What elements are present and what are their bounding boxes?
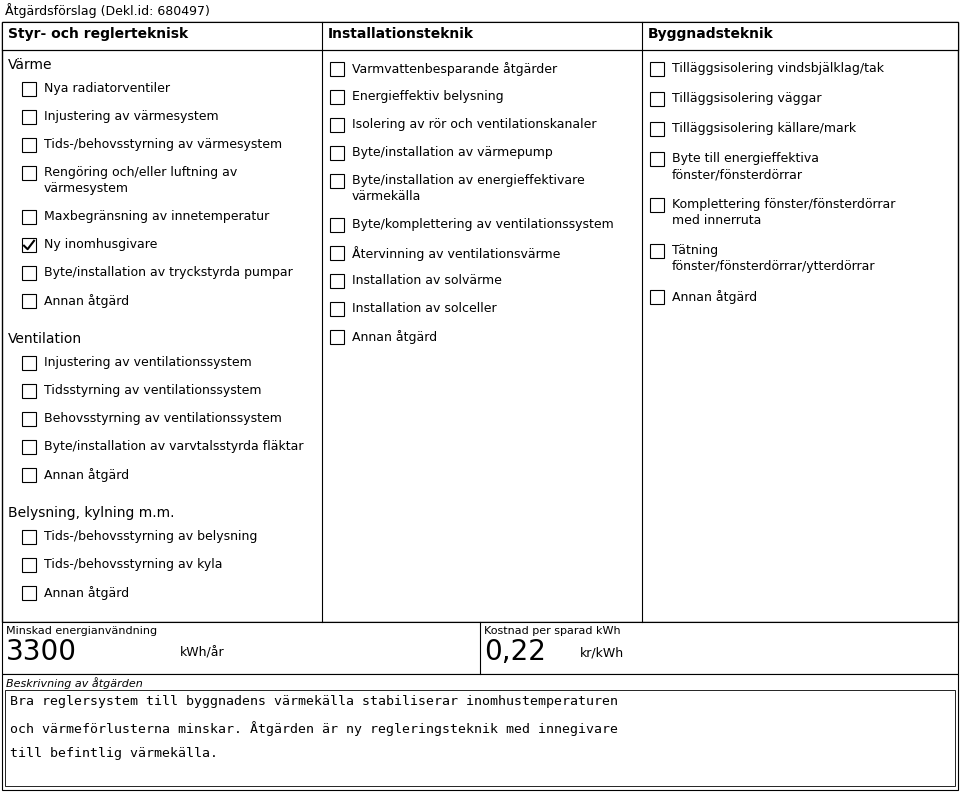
Bar [2,622,958,674]
Text: Byte/komplettering av ventilationssystem: Byte/komplettering av ventilationssystem [352,218,613,231]
Text: Varmvattenbesparande åtgärder: Varmvattenbesparande åtgärder [352,62,557,76]
Bar [22,558,36,572]
Text: Beskrivning av åtgärden: Beskrivning av åtgärden [6,677,143,689]
Text: Tilläggsisolering väggar: Tilläggsisolering väggar [672,92,822,105]
Text: Annan åtgärd: Annan åtgärd [672,290,757,304]
Text: Isolering av rör och ventilationskanaler: Isolering av rör och ventilationskanaler [352,118,596,131]
Text: Tids-/behovsstyrning av värmesystem: Tids-/behovsstyrning av värmesystem [44,138,282,151]
Text: Tätning: Tätning [672,244,718,257]
Text: 0,22: 0,22 [484,638,546,666]
Bar [2,674,958,790]
Bar [22,110,36,124]
Bar [650,290,664,304]
Bar [22,266,36,280]
Text: Byte/installation av tryckstyrda pumpar: Byte/installation av tryckstyrda pumpar [44,266,293,279]
Text: Byte/installation av energieffektivare: Byte/installation av energieffektivare [352,174,585,187]
Text: värmesystem: värmesystem [44,182,129,195]
Bar [330,330,344,344]
Text: Tids-/behovsstyrning av kyla: Tids-/behovsstyrning av kyla [44,558,223,571]
Text: Återvinning av ventilationsvärme: Återvinning av ventilationsvärme [352,246,561,261]
Bar [2,22,958,622]
Text: fönster/fönsterdörrar: fönster/fönsterdörrar [672,168,803,181]
Text: Behovsstyrning av ventilationssystem: Behovsstyrning av ventilationssystem [44,412,282,425]
Text: Byggnadsteknik: Byggnadsteknik [648,27,774,41]
Bar [22,440,36,454]
Bar [22,138,36,152]
Text: Installationsteknik: Installationsteknik [328,27,474,41]
Text: och värmeförlusterna minskar. Åtgärden är ny regleringsteknik med innegivare: och värmeförlusterna minskar. Åtgärden ä… [10,721,618,736]
Text: Injustering av ventilationssystem: Injustering av ventilationssystem [44,356,252,369]
Text: kr/kWh: kr/kWh [580,646,624,659]
Bar [22,412,36,426]
Text: Nya radiatorventiler: Nya radiatorventiler [44,82,170,95]
Text: Annan åtgärd: Annan åtgärd [44,586,130,600]
Bar [22,166,36,180]
Bar [330,218,344,232]
Text: Byte/installation av varvtalsstyrda fläktar: Byte/installation av varvtalsstyrda fläk… [44,440,303,453]
Text: Installation av solceller: Installation av solceller [352,302,496,315]
Text: Annan åtgärd: Annan åtgärd [352,330,437,344]
Bar [330,246,344,260]
Text: Värme: Värme [8,58,53,72]
Bar [22,468,36,482]
Bar [650,62,664,76]
Bar [330,90,344,104]
Text: Maxbegränsning av innetemperatur: Maxbegränsning av innetemperatur [44,210,269,223]
Bar [22,210,36,224]
Text: Rengöring och/eller luftning av: Rengöring och/eller luftning av [44,166,237,179]
Bar [22,356,36,370]
Text: Åtgärdsförslag (Dekl.id: 680497): Åtgärdsförslag (Dekl.id: 680497) [5,3,210,18]
Text: Installation av solvärme: Installation av solvärme [352,274,502,287]
Bar [22,238,36,252]
Bar [22,294,36,308]
Text: Styr- och reglerteknisk: Styr- och reglerteknisk [8,27,188,41]
Text: Tilläggsisolering vindsbjälklag/tak: Tilläggsisolering vindsbjälklag/tak [672,62,884,75]
Text: Belysning, kylning m.m.: Belysning, kylning m.m. [8,506,175,520]
Text: Minskad energianvändning: Minskad energianvändning [6,626,157,636]
Text: Ventilation: Ventilation [8,332,83,346]
Text: fönster/fönsterdörrar/ytterdörrar: fönster/fönsterdörrar/ytterdörrar [672,260,876,273]
Text: Tids-/behovsstyrning av belysning: Tids-/behovsstyrning av belysning [44,530,257,543]
Bar [650,122,664,136]
Bar [330,62,344,76]
Text: värmekälla: värmekälla [352,190,421,203]
Text: Kostnad per sparad kWh: Kostnad per sparad kWh [484,626,620,636]
Bar [22,82,36,96]
Text: Bra reglersystem till byggnadens värmekälla stabiliserar inomhustemperaturen: Bra reglersystem till byggnadens värmekä… [10,695,618,708]
Text: Energieffektiv belysning: Energieffektiv belysning [352,90,504,103]
Text: Tilläggsisolering källare/mark: Tilläggsisolering källare/mark [672,122,856,135]
Text: Tidsstyrning av ventilationssystem: Tidsstyrning av ventilationssystem [44,384,261,397]
Text: Annan åtgärd: Annan åtgärd [44,468,130,482]
Text: Komplettering fönster/fönsterdörrar: Komplettering fönster/fönsterdörrar [672,198,896,211]
Bar [650,92,664,106]
Bar [22,384,36,398]
Text: 3300: 3300 [6,638,77,666]
Bar [22,586,36,600]
Bar [650,152,664,166]
Bar [650,244,664,258]
Text: kWh/år: kWh/år [180,646,225,659]
Bar [22,530,36,544]
Text: Annan åtgärd: Annan åtgärd [44,294,130,308]
Bar [330,174,344,188]
Text: Byte/installation av värmepump: Byte/installation av värmepump [352,146,553,159]
Bar [5,690,955,786]
Bar [330,146,344,160]
Bar [330,302,344,316]
Bar [2,22,958,50]
Bar [330,118,344,132]
Text: Byte till energieffektiva: Byte till energieffektiva [672,152,819,165]
Text: med innerruta: med innerruta [672,214,761,227]
Bar [330,274,344,288]
Text: Injustering av värmesystem: Injustering av värmesystem [44,110,219,123]
Text: till befintlig värmekälla.: till befintlig värmekälla. [10,747,218,760]
Bar [650,198,664,212]
Text: Ny inomhusgivare: Ny inomhusgivare [44,238,157,251]
